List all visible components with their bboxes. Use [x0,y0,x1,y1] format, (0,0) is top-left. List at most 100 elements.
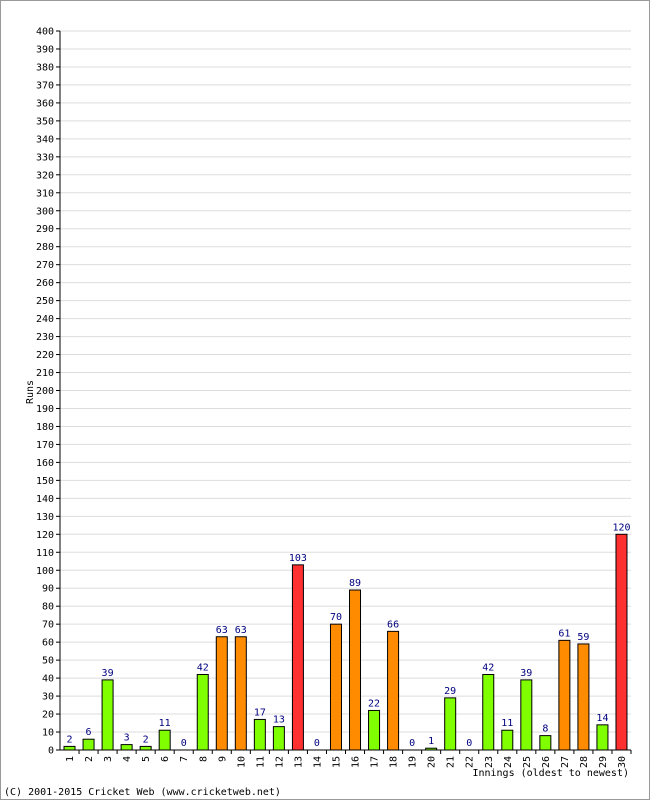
x-tick-label: 8 [198,756,209,762]
y-tick-label: 190 [36,404,54,415]
x-tick-label: 1 [65,756,76,762]
bar [482,674,495,751]
y-tick-label: 140 [36,494,54,505]
y-tick-label: 390 [36,44,54,55]
x-tick-label: 17 [370,756,381,768]
bar [196,674,209,751]
value-label: 63 [216,625,228,636]
y-tick-label: 50 [42,656,54,667]
bar [215,636,228,751]
y-tick-label: 150 [36,476,54,487]
value-label: 0 [409,738,415,749]
bar [158,729,171,751]
value-label: 0 [466,738,472,749]
y-tick-label: 230 [36,332,54,343]
bar [101,679,114,751]
bar [387,630,400,751]
bar [291,564,304,751]
y-tick-label: 300 [36,206,54,217]
x-axis-label: Innings (oldest to newest) [472,768,629,779]
bar [501,729,514,751]
x-tick-label: 9 [217,756,228,762]
y-tick-label: 100 [36,566,54,577]
x-tick-label: 15 [331,756,342,768]
y-tick-label: 270 [36,260,54,271]
bar [539,735,552,751]
x-tick-label: 12 [274,756,285,768]
y-tick-label: 370 [36,80,54,91]
y-tick-label: 310 [36,188,54,199]
x-tick-label: 25 [522,756,533,768]
value-label: 120 [612,522,630,533]
y-tick-label: 180 [36,422,54,433]
value-label: 61 [558,628,570,639]
y-tick-label: 250 [36,296,54,307]
value-label: 39 [102,668,114,679]
y-tick-label: 0 [48,746,54,757]
y-tick-label: 210 [36,368,54,379]
value-label: 11 [159,718,171,729]
value-label: 42 [197,663,209,674]
value-label: 14 [596,713,608,724]
x-tick-label: 13 [293,756,304,768]
bar [139,745,152,751]
bar [234,636,247,751]
value-label: 70 [330,612,342,623]
bar [596,724,609,751]
bar [520,679,533,751]
value-label: 29 [444,686,456,697]
x-tick-label: 26 [541,756,552,768]
value-label: 13 [273,715,285,726]
bar [272,726,285,751]
value-label: 59 [577,632,589,643]
x-tick-label: 19 [408,756,419,768]
x-tick-label: 28 [579,756,590,768]
y-tick-label: 260 [36,278,54,289]
bar [577,643,590,751]
y-tick-label: 320 [36,170,54,181]
x-tick-label: 29 [598,756,609,768]
value-label: 22 [368,698,380,709]
x-tick-label: 21 [446,756,457,768]
y-tick-label: 10 [42,728,54,739]
x-tick-label: 22 [465,756,476,768]
y-tick-label: 110 [36,548,54,559]
bar [120,744,133,751]
x-tick-label: 3 [103,756,114,762]
bar [368,709,381,751]
y-tick-label: 120 [36,530,54,541]
y-tick-label: 170 [36,440,54,451]
bar [349,589,362,751]
value-label: 2 [67,734,73,745]
y-tick-label: 130 [36,512,54,523]
value-label: 42 [482,663,494,674]
value-label: 6 [86,727,92,738]
bar [558,639,571,751]
bar [615,533,628,751]
y-tick-label: 40 [42,674,54,685]
y-tick-label: 280 [36,242,54,253]
y-tick-label: 330 [36,152,54,163]
y-tick-label: 290 [36,224,54,235]
x-tick-label: 16 [351,756,362,768]
y-tick-label: 360 [36,98,54,109]
value-label: 17 [254,707,266,718]
value-label: 11 [501,718,513,729]
y-tick-label: 20 [42,710,54,721]
x-tick-label: 18 [389,756,400,768]
bar [63,745,76,751]
y-axis-label: Runs [25,380,36,404]
y-tick-label: 200 [36,386,54,397]
x-tick-label: 5 [141,756,152,762]
footer: (C) 2001-2015 Cricket Web (www.cricketwe… [4,787,281,798]
x-tick-label: 10 [236,756,247,768]
x-tick-label: 14 [312,756,323,768]
value-label: 89 [349,578,361,589]
x-tick-label: 7 [179,756,190,762]
x-tick-label: 27 [560,756,571,768]
x-tick-label: 6 [160,756,171,762]
value-label: 3 [124,733,130,744]
x-tick-label: 2 [84,756,95,762]
